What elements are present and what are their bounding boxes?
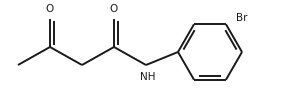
Text: Br: Br: [236, 13, 248, 23]
Text: NH: NH: [140, 72, 156, 82]
Text: O: O: [46, 4, 54, 14]
Text: O: O: [110, 4, 118, 14]
